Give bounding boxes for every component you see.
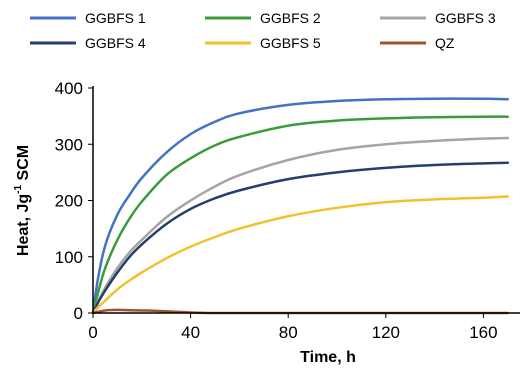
x-tick-label: 0	[88, 323, 97, 342]
legend-label-ggbfs-2: GGBFS 2	[260, 10, 321, 26]
series-line-ggbfs-3	[91, 136, 510, 315]
x-tick-label: 160	[469, 323, 497, 342]
y-axis-title-tail: SCM	[15, 145, 32, 185]
x-tick-label: 120	[372, 323, 400, 342]
legend: GGBFS 1 GGBFS 2 GGBFS 3 GGBFS 4 GGBFS 5 QZ	[30, 10, 496, 51]
y-tick-label: 300	[55, 135, 83, 154]
series-line-ggbfs-2	[91, 115, 510, 315]
x-tick-label: 40	[181, 323, 200, 342]
x-tick-label: 80	[279, 323, 298, 342]
series-line-ggbfs-4	[91, 161, 510, 315]
legend-label-qz: QZ	[435, 35, 455, 51]
x-axis-title: Time, h	[300, 349, 356, 366]
legend-label-ggbfs-4: GGBFS 4	[85, 35, 146, 51]
y-tick-label: 400	[55, 79, 83, 98]
y-tick-label: 200	[55, 192, 83, 211]
y-axis-title-sup: -1	[13, 184, 24, 193]
series-line-ggbfs-5	[91, 195, 510, 315]
axes	[88, 86, 520, 318]
legend-label-ggbfs-3: GGBFS 3	[435, 10, 496, 26]
series-line-ggbfs-1	[91, 97, 510, 315]
y-axis-title-main: Heat, Jg	[15, 194, 32, 256]
legend-label-ggbfs-5: GGBFS 5	[260, 35, 321, 51]
y-tick-label: 0	[74, 304, 83, 323]
legend-label-ggbfs-1: GGBFS 1	[85, 10, 146, 26]
tick-labels: 0 100 200 300 400 0 40 80 120 160	[55, 79, 498, 342]
plot-area	[91, 97, 510, 315]
y-tick-label: 100	[55, 248, 83, 267]
y-axis-title: Heat, Jg-1 SCM	[13, 145, 32, 256]
